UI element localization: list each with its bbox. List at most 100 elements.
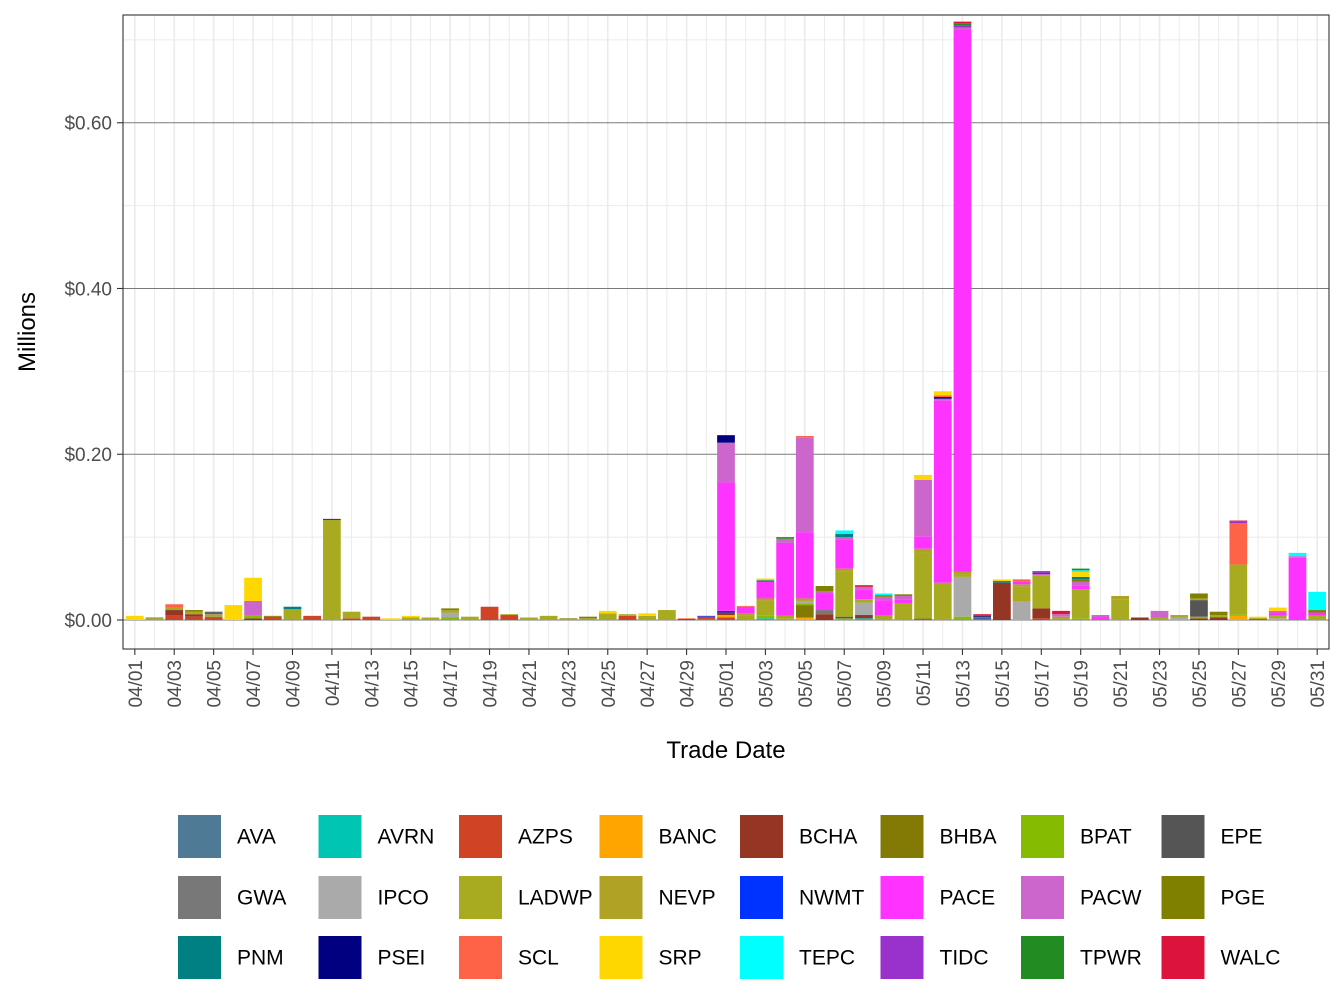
bar-segment-pacw	[894, 595, 913, 600]
bar-segment-scl	[165, 604, 184, 608]
bar-segment-bpat	[953, 616, 972, 620]
legend-label: BANC	[659, 826, 717, 849]
x-tick-label: 05/25	[1190, 660, 1211, 708]
bar-segment-pacw	[776, 538, 794, 543]
bar-segment-epe	[835, 616, 854, 619]
bar-segment-bcha	[185, 614, 203, 617]
bar-segment-bcha	[1032, 608, 1051, 619]
x-tick-label: 05/11	[914, 660, 935, 706]
bar-segment-pacw	[914, 479, 932, 537]
legend-item-avrn: AVRN	[318, 815, 435, 858]
legend-swatch	[178, 876, 221, 919]
bar-segment-pacw	[244, 600, 262, 616]
series-tepc	[835, 530, 1327, 611]
x-axis-title: Trade Date	[666, 737, 785, 764]
bar-segment-azps	[185, 616, 203, 620]
bar-segment-walc	[973, 614, 992, 616]
bar-segment-ladwp	[1190, 598, 1208, 601]
bar-segment-scl	[933, 395, 952, 398]
bar-segment-pge	[973, 616, 992, 619]
bar-segment-banc	[795, 617, 814, 620]
bar-segment-ipco	[953, 576, 972, 617]
series-azps	[165, 606, 1051, 620]
x-tick-label: 05/29	[1269, 660, 1290, 708]
series-pnm	[283, 533, 1090, 610]
bar-segment-ladwp	[776, 618, 794, 620]
bar-segment-ipco	[1170, 617, 1189, 620]
bar-segment-srp	[1268, 607, 1287, 611]
bar-segment-bcha	[815, 614, 834, 620]
x-tick-label: 05/15	[993, 660, 1014, 708]
bar-segment-tepc	[835, 530, 854, 534]
legend-label: TPWR	[1080, 947, 1142, 970]
bar-segment-azps	[500, 615, 519, 620]
bar-segment-avrn	[283, 619, 302, 620]
bar-segment-scl	[1012, 579, 1031, 582]
bar-segment-ava	[697, 619, 716, 620]
legend-swatch	[1021, 876, 1064, 919]
x-tick-label: 04/17	[441, 660, 462, 708]
legend-swatch	[599, 815, 643, 858]
x-axis: 04/01 04/03 04/05 04/07 04/09 04/11 04/13 04/15…	[126, 649, 1329, 708]
bar-segment-ladwp	[658, 610, 676, 620]
bar-segment-scl	[677, 618, 696, 620]
bar-segment-azps	[303, 615, 322, 620]
bar-segment-walc	[953, 21, 972, 24]
bar-segment-pge	[1249, 618, 1267, 620]
bar-segment-srp	[125, 615, 144, 620]
x-tick-label: 05/21	[1111, 660, 1132, 708]
legend-label: AVRN	[378, 826, 435, 849]
x-tick-label: 05/05	[796, 660, 817, 708]
bar-segment-azps	[480, 606, 499, 620]
legend-label: PACE	[940, 887, 996, 910]
bar-segment-nevp	[874, 615, 893, 618]
bar-segment-bpat	[1229, 614, 1248, 616]
bar-segment-pace	[756, 581, 775, 599]
bar-segment-nwmt	[697, 615, 716, 617]
legend-item-pnm: PNM	[178, 936, 284, 979]
bar-segment-ladwp	[421, 617, 440, 620]
bar-segment-tpwr	[953, 23, 972, 26]
bar-segment-nevp	[1111, 595, 1129, 600]
x-tick-label: 04/01	[126, 660, 147, 708]
bar-segment-pace	[1012, 581, 1031, 585]
bar-segment-pace	[776, 542, 794, 616]
bar-segment-pge	[1190, 593, 1208, 599]
bar-segment-tidc	[953, 25, 972, 28]
bar-segment-srp	[914, 474, 932, 480]
bar-segment-ladwp	[1150, 617, 1169, 620]
series-ladwp	[145, 520, 1327, 620]
bar-segment-pace	[874, 600, 893, 616]
y-tick-label: $0.00	[64, 611, 112, 632]
legend-item-ipco: IPCO	[318, 876, 429, 919]
bar-segment-ipco	[1268, 618, 1287, 620]
bar-segment-srp	[933, 391, 952, 396]
bars-layer	[125, 21, 1327, 620]
bar-segment-tidc	[1229, 521, 1248, 524]
legend-swatch	[459, 815, 502, 858]
legend-item-scl: SCL	[459, 936, 559, 979]
bar-segment-bhba	[795, 605, 814, 618]
series-avrn	[283, 618, 873, 620]
series-pacw	[244, 27, 1307, 618]
bar-segment-bcha	[1209, 617, 1228, 620]
bar-segment-nwmt	[717, 610, 735, 613]
bar-segment-pge	[263, 615, 282, 617]
bar-segment-pace	[914, 536, 932, 549]
legend-item-bcha: BCHA	[740, 815, 857, 858]
legend-swatch	[1021, 815, 1064, 858]
bar-segment-tepc	[874, 593, 893, 596]
bar-segment-pacw	[1032, 573, 1051, 576]
bar-segment-nwmt	[677, 619, 696, 620]
bar-segment-ladwp	[1032, 575, 1051, 609]
bar-segment-pacw	[835, 537, 854, 540]
legend-label: PACW	[1080, 887, 1142, 910]
bar-segment-pace	[795, 532, 814, 599]
series-pge	[145, 579, 1327, 620]
legend-item-nevp: NEVP	[599, 876, 716, 919]
x-tick-label: 04/21	[520, 660, 541, 708]
bar-segment-nevp	[914, 548, 932, 553]
bar-segment-ladwp	[953, 574, 972, 577]
series-gwa	[204, 610, 834, 618]
legend-label: PSEI	[378, 947, 426, 970]
